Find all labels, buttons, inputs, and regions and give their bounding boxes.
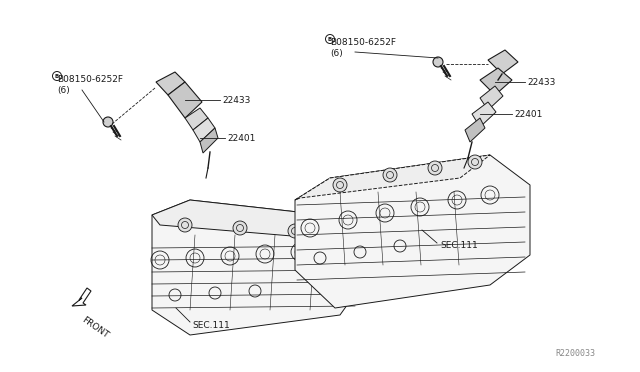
- Text: SEC.111: SEC.111: [440, 241, 477, 250]
- Polygon shape: [295, 155, 530, 308]
- Text: B08150-6252F
(6): B08150-6252F (6): [330, 38, 396, 58]
- Text: SEC.111: SEC.111: [192, 321, 230, 330]
- Polygon shape: [152, 200, 370, 240]
- Polygon shape: [480, 86, 503, 110]
- Text: 22433: 22433: [527, 77, 556, 87]
- Polygon shape: [168, 82, 202, 118]
- Text: 22401: 22401: [227, 134, 255, 142]
- Text: 22401: 22401: [514, 109, 542, 119]
- Polygon shape: [465, 118, 485, 142]
- Polygon shape: [193, 118, 215, 142]
- Text: 22433: 22433: [222, 96, 250, 105]
- Circle shape: [288, 224, 302, 238]
- Polygon shape: [472, 102, 496, 127]
- Polygon shape: [152, 200, 370, 335]
- Text: R2200033: R2200033: [555, 349, 595, 358]
- Circle shape: [428, 161, 442, 175]
- Polygon shape: [480, 68, 512, 95]
- Polygon shape: [156, 72, 185, 95]
- Text: B08150-6252F
(6): B08150-6252F (6): [57, 75, 123, 95]
- Polygon shape: [185, 108, 208, 130]
- Text: B: B: [55, 74, 59, 78]
- Circle shape: [468, 155, 482, 169]
- Circle shape: [433, 57, 443, 67]
- Text: FRONT: FRONT: [80, 315, 110, 340]
- Text: B: B: [328, 36, 332, 42]
- Polygon shape: [488, 50, 518, 74]
- Circle shape: [333, 227, 347, 241]
- Polygon shape: [200, 128, 218, 153]
- Circle shape: [178, 218, 192, 232]
- Circle shape: [333, 178, 347, 192]
- Polygon shape: [295, 155, 490, 200]
- Circle shape: [383, 168, 397, 182]
- Circle shape: [103, 117, 113, 127]
- Circle shape: [233, 221, 247, 235]
